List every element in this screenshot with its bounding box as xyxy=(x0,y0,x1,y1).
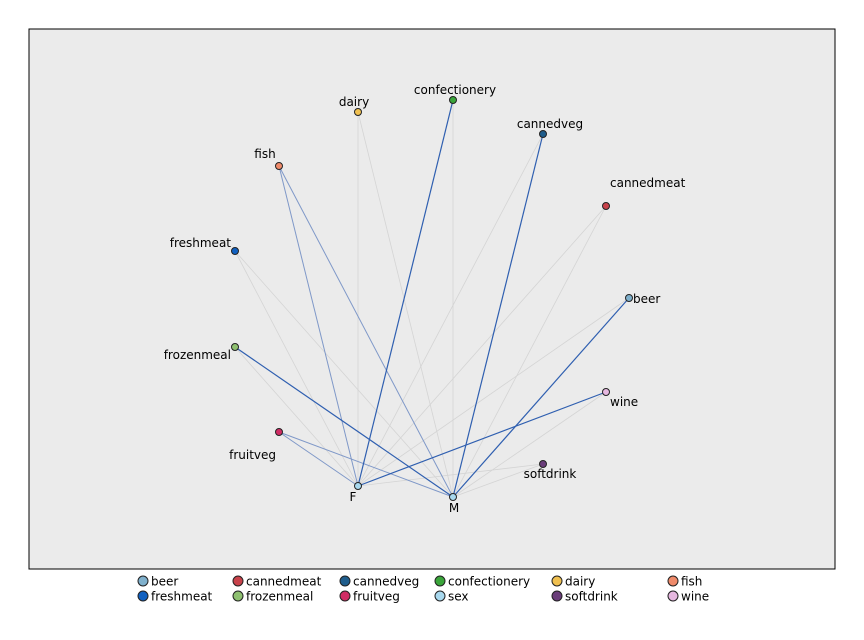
node-wine xyxy=(602,388,610,396)
legend-swatch-sex xyxy=(434,590,446,602)
node-label-m: M xyxy=(449,501,459,515)
node-cannedmeat xyxy=(602,202,610,210)
legend-label-dairy: dairy xyxy=(565,575,595,589)
node-softdrink xyxy=(539,460,547,468)
link-f-wine xyxy=(357,391,607,487)
legend-label-fish: fish xyxy=(681,575,702,589)
legend-label-freshmeat: freshmeat xyxy=(151,590,213,604)
legend-label-softdrink: softdrink xyxy=(565,590,618,604)
link-f-freshmeat xyxy=(234,250,359,487)
link-m-fruitveg xyxy=(278,431,454,498)
node-beer xyxy=(625,294,633,302)
link-m-cannedveg xyxy=(452,133,544,498)
node-freshmeat xyxy=(231,247,239,255)
legend-swatch-wine xyxy=(667,590,679,602)
legend-swatch-fruitveg xyxy=(339,590,351,602)
link-m-wine xyxy=(452,391,607,498)
legend-swatch-dairy xyxy=(551,575,563,587)
legend-swatch-fish xyxy=(667,575,679,587)
link-f-fish xyxy=(278,165,359,487)
node-dairy xyxy=(354,108,362,116)
legend-swatch-softdrink xyxy=(551,590,563,602)
link-m-softdrink xyxy=(452,463,544,498)
node-f xyxy=(354,482,362,490)
legend-swatch-beer xyxy=(137,575,149,587)
node-label-softdrink: softdrink xyxy=(524,467,577,481)
legend-label-confectionery: confectionery xyxy=(448,575,530,589)
node-fruitveg xyxy=(275,428,283,436)
link-f-beer xyxy=(357,297,630,487)
links-layer xyxy=(234,99,630,498)
link-f-softdrink xyxy=(357,463,544,487)
legend-label-frozenmeal: frozenmeal xyxy=(246,590,313,604)
node-label-cannedveg: cannedveg xyxy=(517,117,583,131)
node-frozenmeal xyxy=(231,343,239,351)
node-label-dairy: dairy xyxy=(339,95,369,109)
legend-swatch-frozenmeal xyxy=(232,590,244,602)
node-label-confectionery: confectionery xyxy=(414,83,496,97)
node-label-fish: fish xyxy=(254,147,275,161)
link-m-dairy xyxy=(357,111,454,498)
link-f-frozenmeal xyxy=(234,346,359,487)
link-m-freshmeat xyxy=(234,250,454,498)
node-label-freshmeat: freshmeat xyxy=(170,236,232,250)
node-label-fruitveg: fruitveg xyxy=(229,448,276,462)
legend-label-cannedveg: cannedveg xyxy=(353,575,419,589)
legend-swatch-cannedmeat xyxy=(232,575,244,587)
node-label-cannedmeat: cannedmeat xyxy=(610,176,686,190)
legend-swatch-confectionery xyxy=(434,575,446,587)
link-m-fish xyxy=(278,165,454,498)
legend-swatch-freshmeat xyxy=(137,590,149,602)
node-label-wine: wine xyxy=(610,395,638,409)
link-m-cannedmeat xyxy=(452,205,607,498)
legend-label-fruitveg: fruitveg xyxy=(353,590,400,604)
node-confectionery xyxy=(449,96,457,104)
node-cannedveg xyxy=(539,130,547,138)
link-f-confectionery xyxy=(357,99,454,487)
node-m xyxy=(449,493,457,501)
node-label-frozenmeal: frozenmeal xyxy=(164,348,231,362)
link-m-beer xyxy=(452,297,630,498)
node-fish xyxy=(275,162,283,170)
legend-label-wine: wine xyxy=(681,590,709,604)
legend-swatch-cannedveg xyxy=(339,575,351,587)
legend-label-sex: sex xyxy=(448,590,469,604)
legend-label-cannedmeat: cannedmeat xyxy=(246,575,322,589)
link-f-cannedmeat xyxy=(357,205,607,487)
link-f-fruitveg xyxy=(278,431,359,487)
plot-area xyxy=(28,28,836,570)
legend: beer cannedmeat cannedveg confectionery dair… xyxy=(137,575,709,604)
link-m-frozenmeal xyxy=(234,346,454,498)
node-label-f: F xyxy=(350,490,357,504)
legend-label-beer: beer xyxy=(151,575,178,589)
node-label-beer: beer xyxy=(633,292,660,306)
nodes-layer: dairy confectionery cannedveg fish cannedmea… xyxy=(164,83,686,515)
link-f-cannedveg xyxy=(357,133,544,487)
